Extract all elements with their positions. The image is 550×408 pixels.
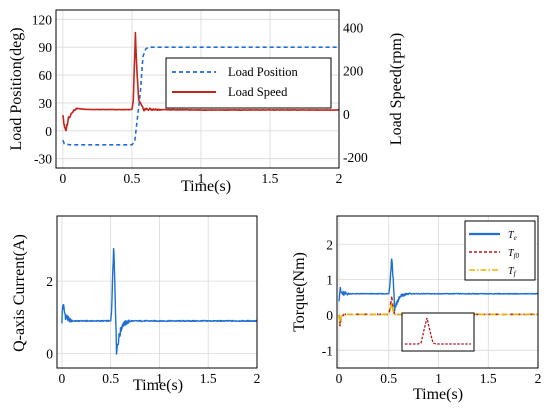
chart-current: Time(s) Q-axis Current(A) 0 0.5 1 1.5 2 0 2 — [11, 215, 261, 394]
y-axis-label: Torque(Nm) — [291, 252, 308, 332]
y2-axis-label: Load Speed(rpm) — [388, 33, 405, 145]
x-tick-label: 2 — [254, 371, 261, 386]
x-tick-label: 0.5 — [380, 371, 397, 386]
x-tick-label: 1.5 — [480, 371, 497, 386]
x-tick-label: 0 — [59, 371, 66, 386]
x-tick-label: 2 — [336, 171, 343, 186]
y2-tick-label: -200 — [343, 150, 368, 165]
x-tick-label: 0.5 — [102, 371, 119, 386]
y-tick-label: 120 — [32, 12, 53, 27]
plot-area — [56, 215, 258, 369]
legend-box — [464, 220, 536, 281]
chart-load: Time(s) Load Position(deg) Load Speed(rp… — [8, 9, 405, 195]
x-tick-label: 2 — [535, 371, 542, 386]
legend-label-tf0: Tf0 — [508, 248, 520, 260]
y-tick-label: 0 — [45, 124, 52, 139]
y-tick-label: 0 — [326, 308, 333, 323]
legend-box — [165, 57, 332, 109]
y-tick-label: -30 — [34, 152, 52, 167]
y-tick-label: 1 — [326, 273, 333, 288]
y-axis-label: Q-axis Current(A) — [11, 234, 28, 352]
y-tick-label: -1 — [322, 343, 333, 358]
y2-tick-label: 200 — [343, 64, 364, 79]
x-axis-label: Time(s) — [133, 377, 183, 394]
x-tick-label: 1.5 — [262, 171, 279, 186]
x-axis-label: Time(s) — [413, 386, 463, 403]
legend: Load Position Load Speed — [165, 57, 332, 109]
series-line-current — [61, 247, 258, 355]
x-tick-label: 0 — [336, 371, 343, 386]
plot-frame — [56, 215, 258, 369]
series-line-load-speed — [62, 31, 340, 132]
x-tick-label: 0.5 — [123, 171, 140, 186]
plot-frame — [55, 9, 340, 169]
x-tick-label: 1 — [435, 371, 442, 386]
legend-label-load-position: Load Position — [228, 65, 299, 79]
zoom-inset — [401, 312, 475, 352]
y-tick-label: 90 — [39, 40, 53, 55]
y-tick-label: 2 — [46, 274, 53, 289]
series-layer — [62, 31, 340, 146]
x-tick-label: 1.5 — [200, 371, 217, 386]
series-line-load-position — [62, 46, 340, 146]
inset-box — [401, 312, 475, 352]
y-axis-label: Load Position(deg) — [8, 27, 25, 150]
inset-tf0-trace — [405, 317, 471, 345]
plot-frame — [336, 215, 539, 369]
y-tick-label: 30 — [39, 96, 53, 111]
y-tick-label: 0 — [46, 347, 53, 362]
y2-tick-label: 400 — [343, 20, 364, 35]
chart-torque: Time(s) Torque(Nm) Te Tf0 Tf 0 0.5 1 1.5 2 -1… — [291, 215, 542, 403]
x-tick-label: 0 — [60, 171, 67, 186]
legend: Te Tf0 Tf — [464, 220, 536, 281]
legend-label-tf: Tf — [508, 266, 517, 278]
y-tick-label: 2 — [326, 237, 333, 252]
y-tick-label: 60 — [39, 68, 53, 83]
legend-label-load-speed: Load Speed — [228, 85, 288, 99]
series-layer — [61, 247, 258, 355]
series-line-t-e — [338, 258, 539, 312]
x-tick-label: 1 — [198, 171, 205, 186]
legend-label-te: Te — [508, 230, 517, 242]
x-axis-label: Time(s) — [181, 178, 231, 195]
y2-tick-label: 0 — [343, 107, 350, 122]
x-tick-label: 1 — [156, 371, 163, 386]
